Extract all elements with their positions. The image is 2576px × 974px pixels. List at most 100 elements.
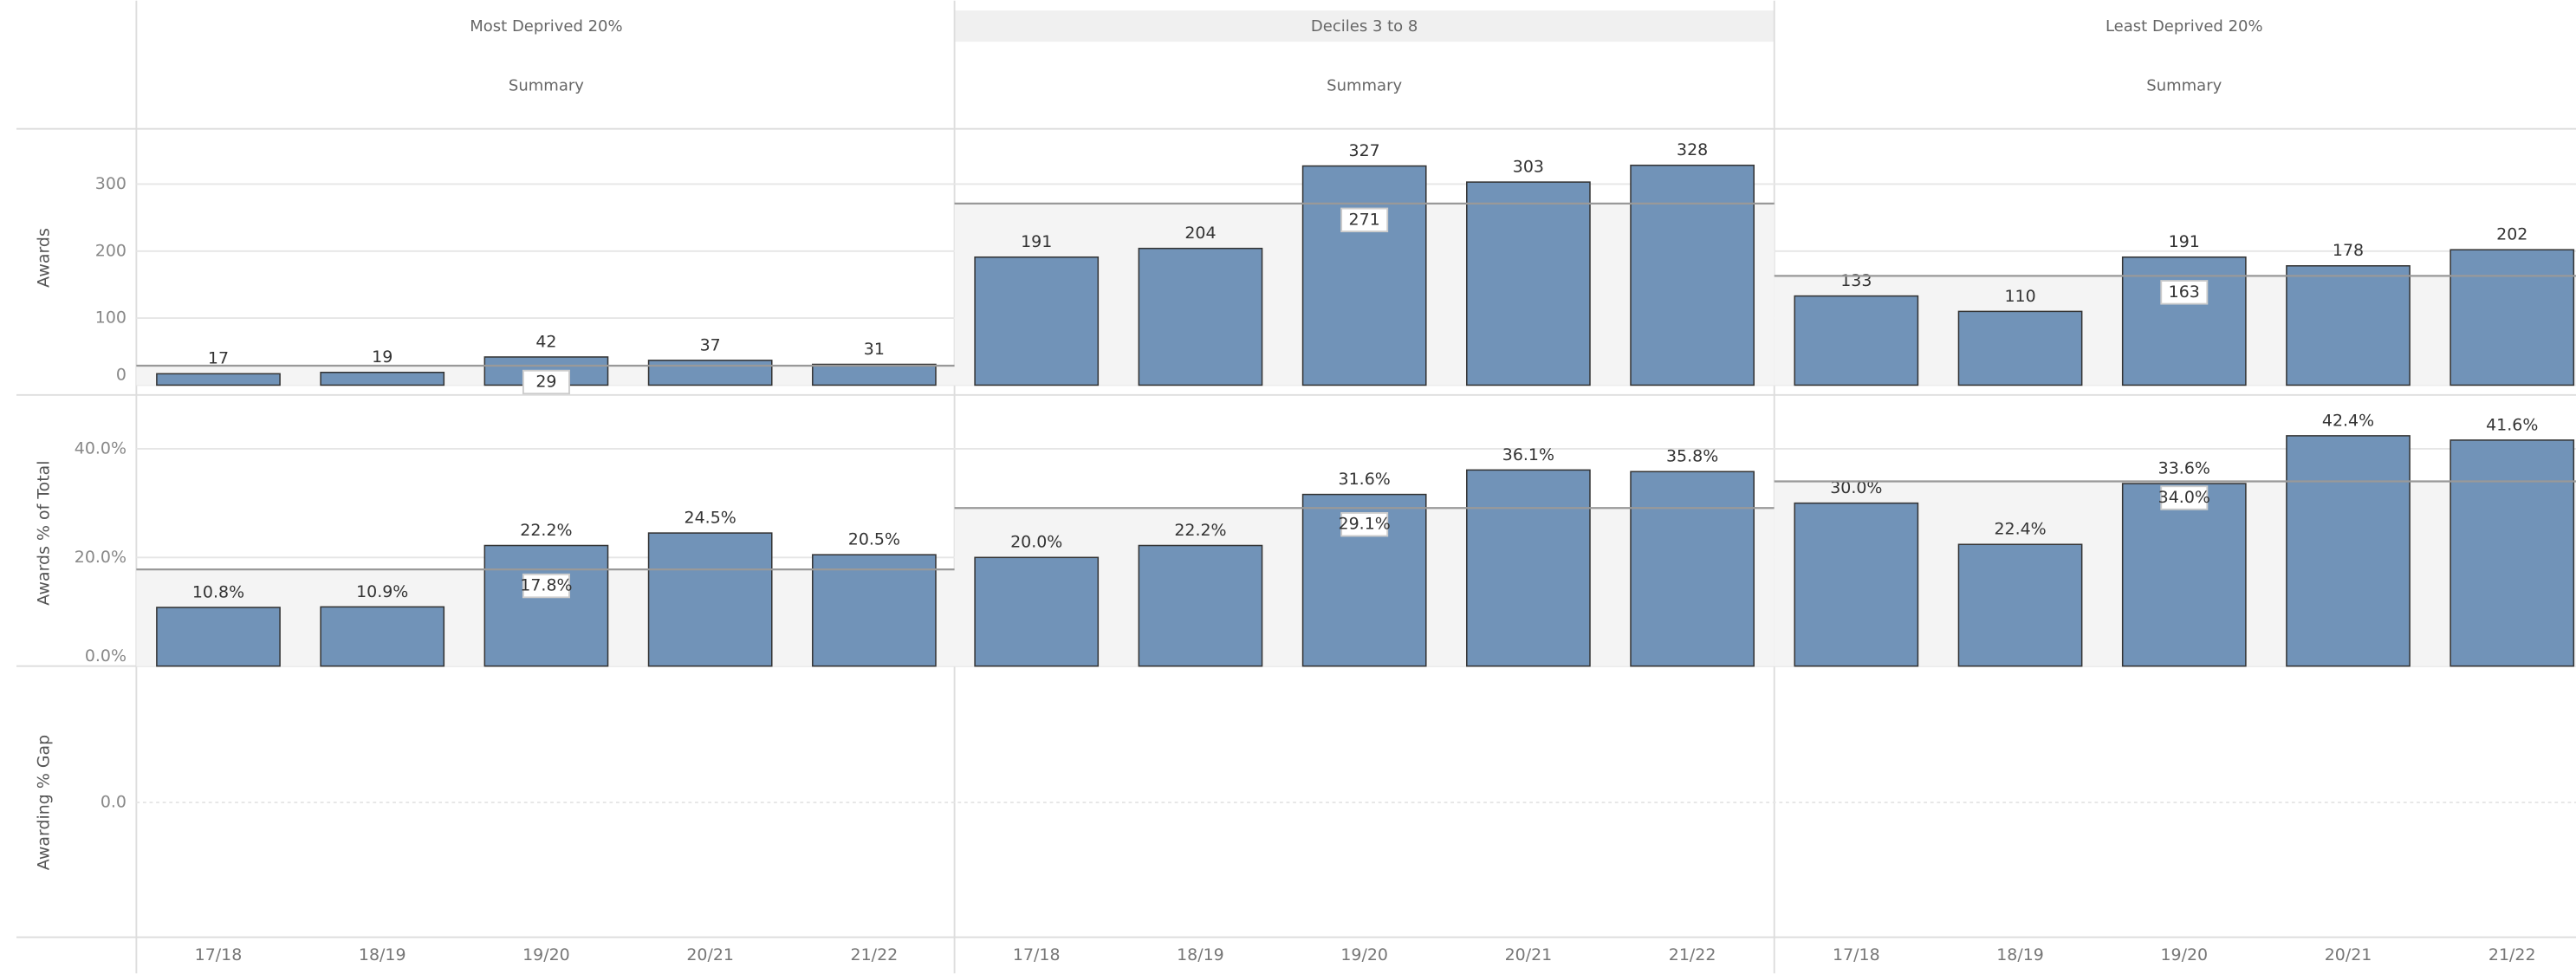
x-tick-label: 18/19 [359,945,406,964]
y-axis-label: Awards % of Total [35,460,54,605]
data-label: 20.0% [1010,533,1062,552]
bar [483,544,609,667]
data-label: 31 [864,340,885,359]
bar [812,363,937,386]
y-axis-label: Awarding % Gap [35,735,54,871]
data-label: 22.2% [520,521,572,540]
x-tick-label: 19/20 [522,945,570,964]
bar [1138,247,1263,386]
bar [974,256,1100,386]
bar [1466,469,1591,667]
y-tick-label: 0.0 [101,793,127,812]
data-label: 202 [2496,225,2527,244]
bar [812,554,937,667]
bar [2286,265,2411,386]
x-tick-label: 17/18 [1833,945,1880,964]
y-axis-label: Awards [35,228,54,288]
bar [647,360,773,386]
y-tick-label: 200 [95,241,127,260]
bar [1466,181,1591,386]
x-tick-label: 18/19 [1996,945,2044,964]
x-tick-label: 20/21 [2325,945,2372,964]
bar [1630,165,1755,386]
data-label: 19 [372,347,393,367]
column-title: Least Deprived 20% [2106,17,2263,36]
bar [1301,165,1427,386]
data-label: 17 [208,349,229,368]
x-tick-label: 17/18 [195,945,243,964]
data-label: 10.8% [192,582,244,601]
bar [156,373,281,386]
data-label: 327 [1349,141,1380,160]
y-tick-label: 40.0% [75,438,127,458]
x-tick-label: 20/21 [1505,945,1553,964]
reference-label-box [1340,511,1389,537]
data-label: 24.5% [685,509,736,528]
y-tick-label: 20.0% [75,548,127,567]
bar [1138,544,1263,667]
reference-label-box [2160,485,2209,510]
reference-label-box [522,573,570,599]
bar [974,556,1100,667]
data-label: 191 [2169,232,2200,251]
data-label: 20.5% [848,530,900,549]
bar [1630,471,1755,667]
data-label: 303 [1513,158,1544,177]
header-highlight [954,10,1775,42]
reference-label: 163 [2169,282,2200,302]
reference-label-box [522,369,570,395]
data-label: 42 [535,332,556,351]
data-label: 37 [700,335,721,354]
bar [2121,483,2247,667]
data-label: 10.9% [356,582,408,601]
data-label: 328 [1677,140,1708,159]
data-label: 204 [1184,224,1216,243]
x-tick-label: 20/21 [686,945,734,964]
column-title: Most Deprived 20% [470,17,622,36]
y-tick-label: 0.0% [85,646,127,666]
reference-label: 271 [1349,210,1380,229]
reference-label: 29.1% [1339,515,1391,534]
bar [320,606,445,667]
data-label: 110 [2004,287,2035,306]
bar [2121,256,2247,386]
x-tick-label: 21/22 [851,945,899,964]
data-label: 22.4% [1994,520,2046,539]
data-label: 31.6% [1339,470,1391,489]
bar [1957,310,2083,386]
data-label: 42.4% [2322,411,2374,430]
bar [647,532,773,667]
bar [1794,502,1919,667]
column-subtitle: Summary [2146,76,2222,94]
bar [2286,435,2411,667]
bar [1794,295,1919,386]
reference-label-box [1340,207,1389,233]
column-subtitle: Summary [509,76,584,94]
data-label: 178 [2333,241,2364,260]
reference-label-box [2160,280,2209,305]
bar [1957,543,2083,667]
bar [2449,249,2575,386]
y-tick-label: 100 [95,308,127,328]
x-tick-label: 21/22 [1669,945,1716,964]
data-label: 191 [1021,232,1052,251]
data-label: 35.8% [1666,447,1718,466]
data-label: 30.0% [1830,478,1882,497]
reference-label: 29 [535,372,556,391]
x-tick-label: 17/18 [1013,945,1061,964]
y-tick-label: 300 [95,174,127,193]
x-tick-label: 19/20 [2160,945,2208,964]
y-tick-label: 0 [116,366,127,385]
x-tick-label: 18/19 [1177,945,1224,964]
bar [320,371,445,386]
data-label: 22.2% [1174,521,1226,540]
reference-label: 34.0% [2158,488,2210,507]
bar [156,607,281,667]
x-tick-label: 19/20 [1340,945,1388,964]
bar [2449,439,2575,667]
data-label: 133 [1840,271,1872,290]
reference-label: 17.8% [520,576,572,595]
data-label: 36.1% [1502,445,1554,464]
x-tick-label: 21/22 [2488,945,2536,964]
